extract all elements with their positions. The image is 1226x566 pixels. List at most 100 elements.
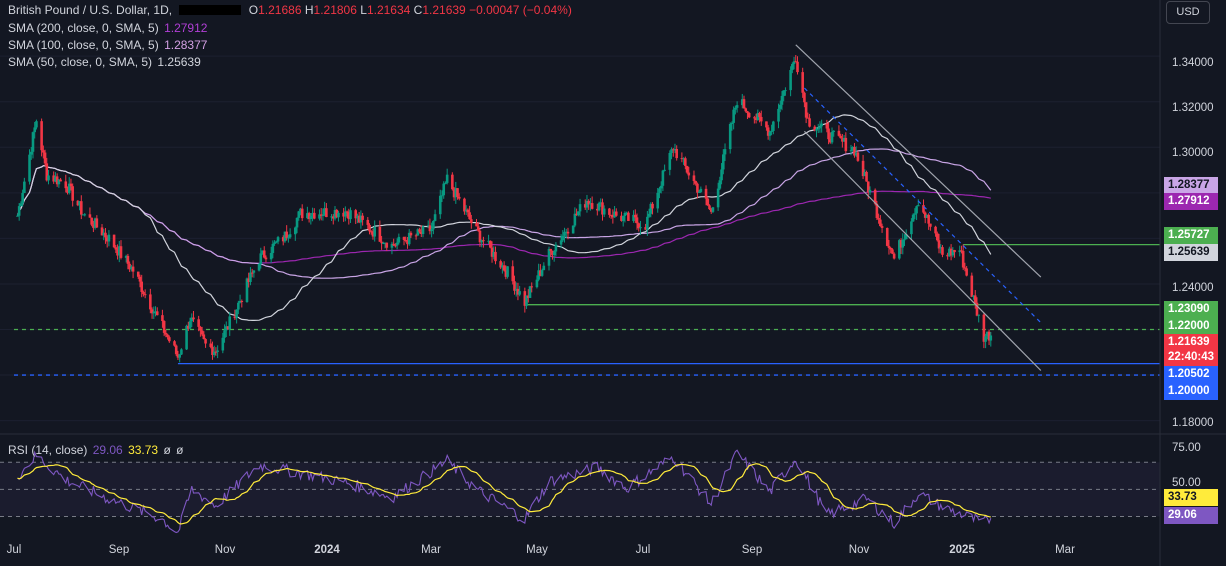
candle-body: [112, 234, 116, 248]
candle-body: [758, 113, 761, 117]
candle-body: [744, 108, 748, 112]
candle-body: [306, 213, 309, 219]
candle-body: [357, 215, 361, 223]
candle-body: [432, 220, 435, 230]
sma50-legend[interactable]: SMA (50, close, 0, SMA, 5) 1.25639: [8, 55, 201, 69]
candle-body: [457, 196, 461, 199]
price-tick: 1.30000: [1172, 147, 1214, 159]
candle-body: [632, 214, 635, 221]
candle-body: [489, 240, 492, 248]
candle-body: [67, 183, 71, 193]
candle-body: [249, 272, 252, 282]
candle-body: [43, 152, 47, 164]
candle-body: [444, 182, 447, 184]
candle-body: [438, 195, 442, 215]
candle-body: [92, 224, 95, 228]
candle-body: [694, 181, 697, 184]
sma100-legend[interactable]: SMA (100, close, 0, SMA, 5) 1.28377: [8, 38, 208, 52]
rsi-tick: 75.00: [1172, 442, 1201, 454]
candle-body: [285, 231, 288, 239]
candlestick-series: [16, 55, 993, 363]
candle-body: [627, 212, 630, 221]
candle-body: [832, 130, 836, 132]
candle-body: [578, 204, 582, 212]
candle-body: [953, 250, 956, 253]
candle-body: [842, 137, 846, 142]
price-gridlines: [0, 55, 1160, 422]
candle-body: [552, 251, 556, 256]
candle-body: [903, 239, 906, 241]
candle-body: [418, 229, 421, 232]
candle-body: [747, 113, 751, 118]
candle-body: [621, 216, 625, 221]
candle-body: [250, 272, 254, 274]
candle-body: [192, 317, 195, 320]
candle-body: [299, 208, 302, 212]
candle-body: [784, 90, 787, 92]
candle-body: [820, 123, 823, 127]
candle-body: [877, 218, 880, 220]
candle-body: [815, 128, 818, 131]
time-tick: 2025: [949, 544, 975, 556]
time-tick: Sep: [741, 544, 763, 556]
candle-body: [639, 227, 642, 229]
candle-body: [83, 214, 87, 216]
candle-body: [499, 261, 502, 268]
candle-body: [16, 215, 19, 217]
candle-body: [539, 270, 542, 276]
sma100-line: [16, 148, 992, 279]
candle-body: [540, 270, 544, 276]
price-tick: 1.24000: [1172, 282, 1214, 294]
candle-body: [575, 213, 578, 216]
candle-body: [142, 292, 145, 295]
candle-body: [986, 331, 989, 337]
candle-body: [297, 211, 301, 218]
candle-body: [526, 295, 530, 298]
candle-body: [150, 309, 154, 314]
candle-body: [318, 214, 321, 219]
candle-body: [235, 309, 238, 319]
candle-body: [262, 250, 266, 258]
candle-body: [80, 201, 83, 215]
candle-body: [228, 316, 232, 330]
candle-body: [271, 243, 275, 253]
candle-body: [452, 189, 456, 198]
candle-body: [138, 276, 142, 282]
candle-body: [95, 218, 99, 228]
candle-body: [528, 286, 532, 298]
rsi-line: [17, 449, 992, 534]
candle-body: [656, 192, 660, 209]
candle-body: [561, 235, 565, 241]
candle-body: [892, 253, 896, 259]
candle-body: [711, 207, 715, 212]
candle-body: [330, 216, 333, 218]
sma50-price-tag: 1.25639: [1164, 244, 1218, 261]
trend-channel: [795, 44, 1042, 371]
sma200-legend[interactable]: SMA (200, close, 0, SMA, 5) 1.27912: [8, 21, 208, 35]
candle-body: [52, 175, 55, 182]
candle-body: [319, 214, 323, 217]
candle-body: [516, 288, 520, 295]
candle-body: [140, 281, 144, 293]
candle-body: [221, 337, 225, 351]
candle-body: [463, 198, 466, 212]
candle-body: [753, 117, 756, 119]
candle-body: [295, 217, 299, 228]
candle-body: [856, 152, 860, 161]
candle-body: [390, 243, 394, 248]
channel-lower-line: [803, 130, 1042, 371]
candle-body: [451, 174, 454, 190]
candle-body: [28, 154, 31, 182]
candle-body: [973, 295, 977, 303]
rsi-tag: 29.06: [1164, 507, 1218, 524]
candle-body: [917, 205, 920, 207]
candle-body: [31, 132, 35, 152]
currency-button[interactable]: USD: [1166, 1, 1210, 24]
candle-body: [173, 341, 176, 346]
candle-body: [93, 218, 97, 228]
rsi-legend[interactable]: RSI (14, close) 29.06 33.73 ø ø: [8, 443, 184, 457]
candle-body: [382, 242, 385, 244]
price-tick: 1.32000: [1172, 102, 1214, 114]
candle-body: [841, 138, 844, 142]
